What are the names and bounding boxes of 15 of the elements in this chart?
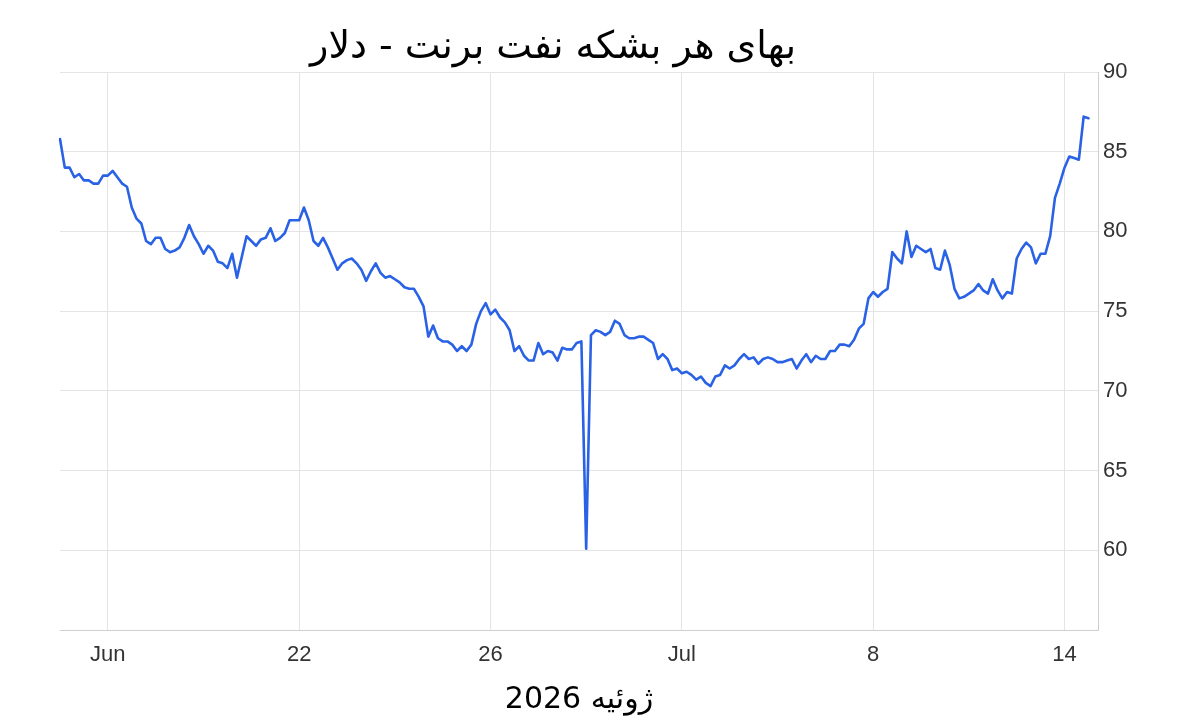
y-tick-label: 80 [1103, 217, 1128, 243]
y-tick-label: 85 [1103, 137, 1128, 163]
y-tick-label: 70 [1103, 376, 1128, 402]
x-tick-label: 8 [867, 641, 880, 667]
x-tick-label: 22 [286, 641, 312, 667]
x-tick-label: Jun [90, 641, 126, 667]
x-tick-label: 14 [1052, 641, 1077, 667]
y-tick-label: 90 [1103, 58, 1128, 84]
x-tick-label: 26 [478, 641, 503, 667]
y-tick-label: 65 [1103, 456, 1128, 482]
x-tick-label: Jul [667, 641, 696, 667]
y-tick-label: 60 [1103, 536, 1128, 562]
chart-title: بهای هر بشکه نفت برنت - دلار [310, 23, 796, 67]
y-tick-label: 75 [1103, 297, 1128, 323]
x-axis-title: ژوئیه 2026 [504, 679, 654, 716]
